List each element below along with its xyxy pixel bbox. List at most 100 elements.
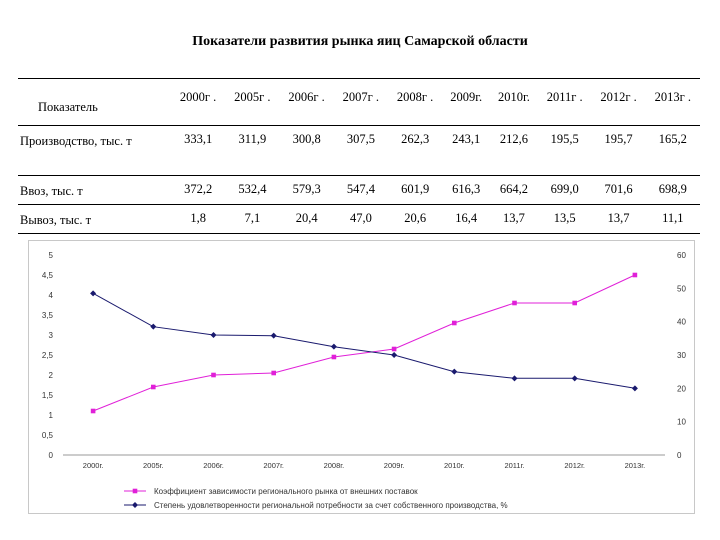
table-cell: 20,4: [279, 204, 334, 234]
table-cell: 307,5: [333, 125, 388, 176]
table-cell: 699,0: [537, 175, 592, 205]
table-cell: 195,5: [537, 125, 592, 176]
series-2-point: [150, 323, 157, 330]
series-2-point: [90, 290, 97, 297]
series-1-point: [90, 408, 96, 414]
y-left-tick-label: 3,5: [42, 311, 54, 320]
table-cell: 165,2: [645, 125, 700, 176]
y-left-tick-label: 4,5: [42, 271, 54, 280]
table-cell: 212,6: [490, 125, 538, 176]
series-2-point: [451, 368, 458, 375]
series-line-1: [92, 274, 636, 412]
table-cell: 579,3: [279, 175, 334, 205]
column-header: 2008г .: [388, 78, 443, 126]
x-tick-label: 2008г.: [324, 461, 345, 470]
data-table: Показатель 2000г . 2005г . 2006г . 2007г…: [18, 78, 700, 234]
row-label: Ввоз, тыс. т: [18, 175, 171, 205]
series-2-point: [511, 375, 518, 382]
table-cell: 601,9: [388, 175, 443, 205]
x-tick-label: 2007г.: [263, 461, 284, 470]
column-header: 2000г .: [171, 78, 226, 126]
y-left-tick-label: 1,5: [42, 391, 54, 400]
row-label: Производство, тыс. т: [18, 125, 171, 176]
column-header: 2006г .: [279, 78, 334, 126]
table-cell: 13,7: [591, 204, 646, 234]
x-tick-label: 2011г.: [504, 461, 524, 470]
x-tick-label: 2013г.: [625, 461, 646, 470]
series-1-point: [632, 272, 638, 278]
table-cell: 300,8: [279, 125, 334, 176]
page-title: Показатели развития рынка яиц Самарской …: [192, 34, 528, 49]
table-cell: 616,3: [442, 175, 491, 205]
column-header: 2013г .: [645, 78, 700, 126]
series-2-point: [571, 375, 578, 382]
series-1-point: [391, 346, 397, 352]
column-header: 2009г.: [442, 78, 491, 126]
table-cell: 13,7: [490, 204, 538, 234]
series-1-point: [271, 370, 276, 376]
table-cell: 1,8: [171, 204, 226, 234]
table-cell: 47,0: [333, 204, 388, 234]
table-cell: 7,1: [225, 204, 280, 234]
legend-label: Коэффициент зависимости регионального ры…: [154, 487, 418, 496]
series-2-point: [391, 352, 398, 358]
series-1-point: [211, 372, 216, 378]
table-cell: 664,2: [490, 175, 538, 205]
y-left-tick-label: 4: [49, 291, 54, 300]
table-cell: 311,9: [225, 125, 280, 176]
table-cell: 701,6: [591, 175, 646, 205]
table-cell: 243,1: [442, 125, 491, 176]
column-header: 2012г .: [591, 78, 646, 126]
y-right-tick-label: 30: [677, 351, 686, 360]
legend-marker: [132, 502, 138, 508]
table-corner-label: Показатель: [18, 78, 171, 126]
table-cell: 532,4: [225, 175, 280, 205]
series-1-point: [512, 300, 517, 306]
line-chart: 00,511,522,533,544,5501020304050602000г.…: [42, 251, 687, 510]
y-left-tick-label: 2: [49, 371, 54, 380]
y-right-tick-label: 40: [677, 318, 686, 327]
column-header: 2011г .: [537, 78, 592, 126]
legend-marker: [132, 488, 138, 494]
table-cell: 698,9: [645, 175, 700, 205]
x-tick-label: 2009г.: [384, 461, 405, 470]
x-tick-label: 2010г.: [444, 461, 465, 470]
series-2-point: [330, 343, 337, 350]
table-header-row: Показатель 2000г . 2005г . 2006г . 2007г…: [18, 78, 700, 126]
y-left-tick-label: 3: [49, 331, 54, 340]
y-left-tick-label: 1: [49, 411, 54, 420]
table-row: Производство, тыс. т 333,1 311,9 300,8 3…: [18, 125, 700, 176]
legend-label: Степень удовлетворенности региональной п…: [154, 501, 508, 510]
y-left-tick-label: 2,5: [42, 351, 54, 360]
x-tick-label: 2005г.: [143, 461, 164, 470]
column-header: 2010г.: [490, 78, 538, 126]
table-cell: 20,6: [388, 204, 443, 234]
y-right-tick-label: 50: [677, 284, 686, 293]
x-tick-label: 2006г.: [203, 461, 224, 470]
column-header: 2007г .: [333, 78, 388, 126]
series-line-2: [92, 292, 635, 389]
y-right-tick-label: 0: [677, 451, 682, 460]
column-header: 2005г .: [225, 78, 280, 126]
series-1-point: [452, 320, 457, 326]
x-tick-label: 2000г.: [83, 461, 104, 470]
table-cell: 195,7: [591, 125, 646, 176]
table-cell: 11,1: [645, 204, 700, 234]
y-right-tick-label: 10: [677, 418, 686, 427]
series-1-point: [151, 384, 156, 390]
table-cell: 16,4: [442, 204, 491, 234]
table-row: Вывоз, тыс. т 1,8 7,1 20,4 47,0 20,6 16,…: [18, 204, 700, 234]
series-2-point: [631, 385, 638, 392]
y-right-tick-label: 60: [677, 251, 686, 260]
series-1-point: [331, 354, 337, 360]
series-2-point: [270, 332, 277, 339]
table-cell: 372,2: [171, 175, 226, 205]
y-left-tick-label: 0,5: [42, 431, 54, 440]
series-2-point: [210, 332, 217, 338]
x-tick-label: 2012г.: [564, 461, 585, 470]
y-right-tick-label: 20: [677, 384, 686, 393]
y-left-tick-label: 0: [49, 451, 54, 460]
series-1-point: [572, 300, 577, 306]
table-cell: 333,1: [171, 125, 226, 176]
row-label: Вывоз, тыс. т: [18, 204, 171, 234]
